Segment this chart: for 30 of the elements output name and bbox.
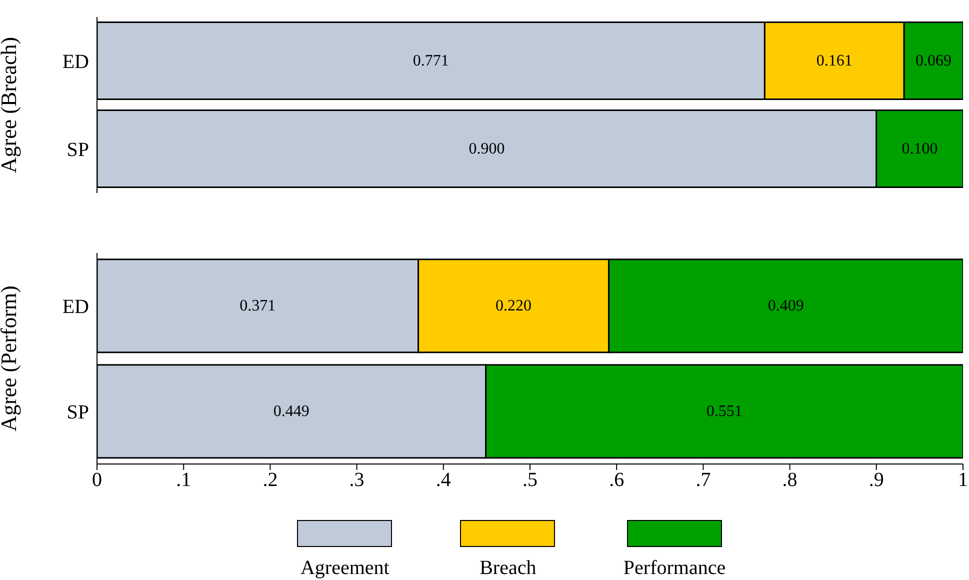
data-label: 0.069 — [916, 52, 952, 70]
data-label: 0.409 — [768, 297, 804, 314]
data-label: 0.449 — [273, 402, 310, 420]
x-tick-label: 0 — [92, 469, 102, 492]
data-label: 0.100 — [902, 140, 938, 158]
data-label: 0.161 — [816, 52, 852, 70]
x-tick-label: 1 — [958, 469, 968, 492]
data-label: 0.771 — [412, 52, 449, 70]
x-tick-label: .7 — [696, 469, 711, 492]
legend-label: Performance — [623, 557, 726, 580]
data-label: 0.551 — [706, 402, 742, 420]
y-tick-label: SP — [66, 401, 89, 424]
x-tick-label: .9 — [868, 469, 884, 492]
y-tick-label: ED — [62, 51, 89, 74]
y-tick-label: SP — [66, 139, 89, 162]
x-tick-label: .2 — [262, 469, 278, 492]
y-tick-label: ED — [62, 296, 89, 318]
data-label: 0.371 — [240, 297, 276, 314]
legend-label: Breach — [480, 557, 536, 580]
y-axis-title: Agree (Breach) — [0, 36, 21, 174]
data-label: 0.900 — [468, 140, 505, 158]
x-tick-label: .3 — [349, 469, 364, 492]
x-tick-label: .5 — [522, 469, 538, 492]
data-label: 0.220 — [496, 297, 532, 314]
x-tick-label: .4 — [436, 469, 451, 492]
legend-label: Agreement — [300, 557, 390, 580]
x-tick-label: .1 — [176, 469, 192, 492]
x-tick-label: .6 — [609, 469, 624, 492]
x-tick-label: .8 — [782, 469, 798, 492]
y-axis-title: Agree (Perform) — [0, 286, 21, 432]
